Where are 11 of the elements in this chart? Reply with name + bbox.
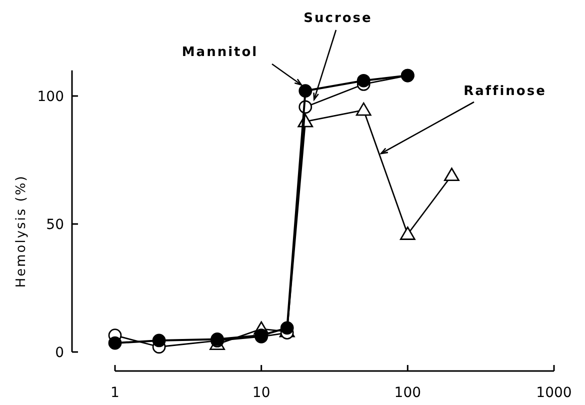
text: Mannitol bbox=[182, 45, 258, 60]
y-axis-title: Hemolysis (%) bbox=[14, 174, 29, 288]
x-tick-label: 10 bbox=[252, 384, 270, 401]
text: Raffinose bbox=[464, 84, 546, 99]
y-tick-label: 50 bbox=[46, 216, 64, 233]
x-tick-label: 100 bbox=[394, 384, 422, 401]
y-tick-label: 100 bbox=[37, 88, 64, 105]
x-tick-label: 1 bbox=[110, 384, 120, 401]
x-tick-label: 1000 bbox=[536, 384, 572, 401]
text: Sucrose bbox=[304, 11, 372, 26]
y-tick-label: 0 bbox=[55, 344, 64, 361]
